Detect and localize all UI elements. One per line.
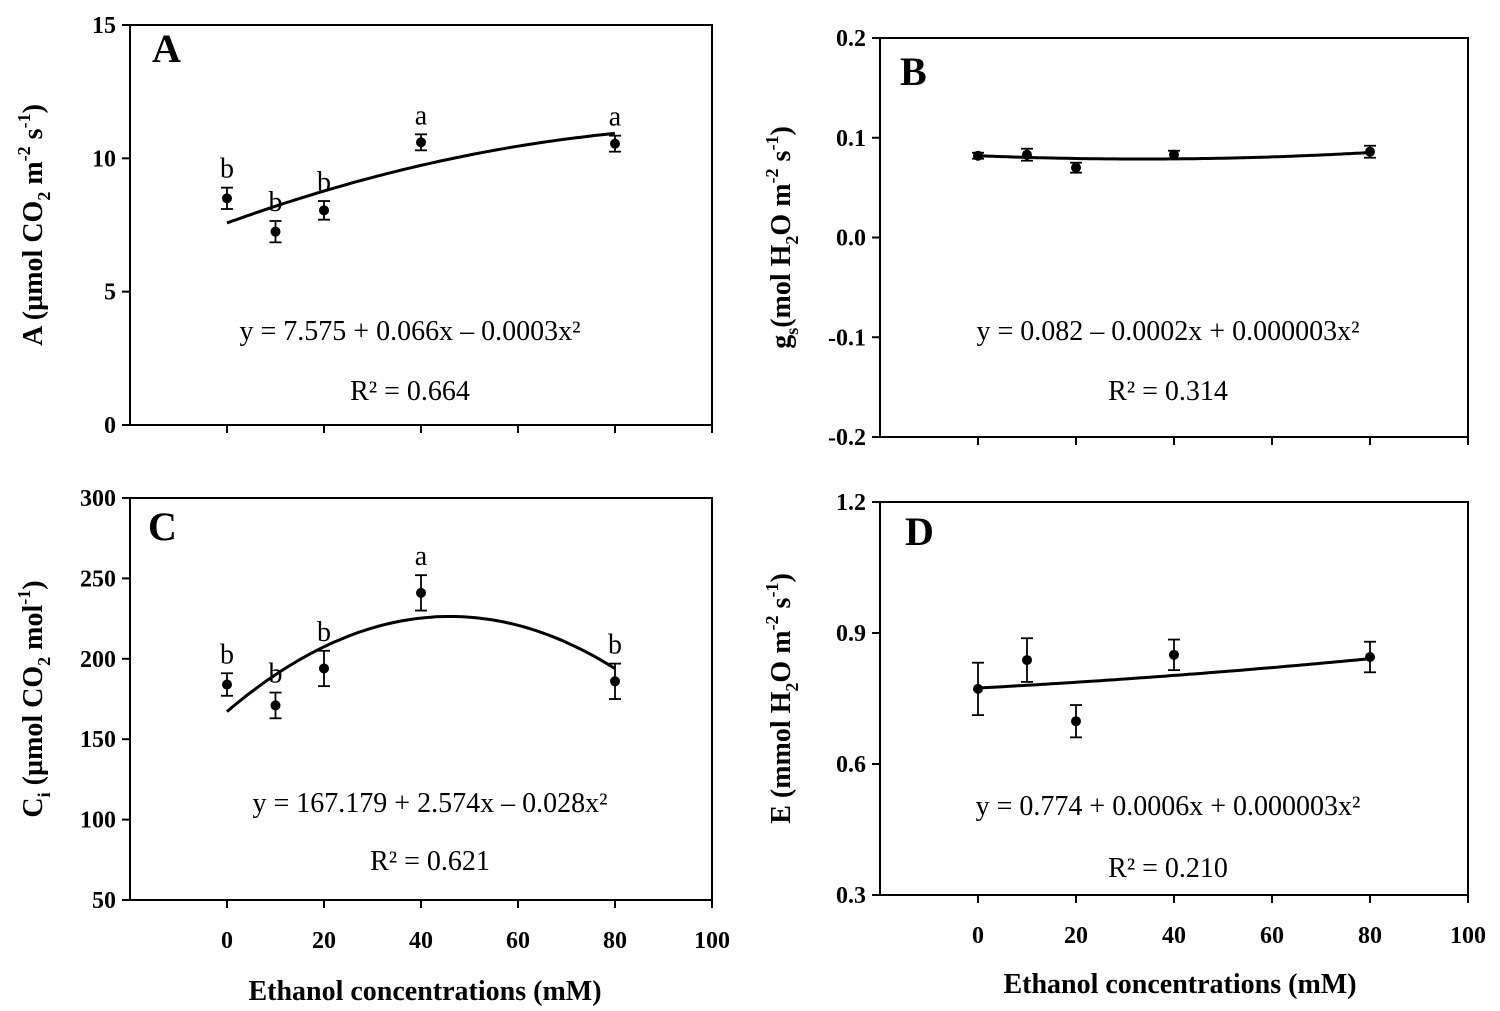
- y-tick-label-a: 10: [92, 146, 116, 172]
- y-tick-label-b: 0.2: [836, 26, 866, 52]
- data-point-c: [610, 676, 620, 687]
- data-point-b: [1022, 149, 1032, 160]
- r-squared-c: R² = 0.621: [370, 846, 490, 877]
- y-tick-label-a: 0: [104, 413, 116, 439]
- data-point-b: [1365, 146, 1375, 157]
- data-point-b: [1071, 162, 1081, 173]
- panel-a: 0 5 10 15 b b b a a Ay = 7.575 + 0.066x – 0.0003x…: [14, 13, 713, 439]
- data-point-a: [222, 193, 232, 204]
- y-tick-label-c: 150: [80, 727, 116, 753]
- data-point-d: [1365, 652, 1375, 663]
- data-point-d: [1071, 716, 1081, 727]
- r-squared-a: R² = 0.664: [350, 376, 470, 407]
- significance-letter-a: a: [609, 102, 622, 133]
- significance-letter-c: b: [317, 617, 331, 648]
- x-tick-label-c: 0: [221, 928, 233, 954]
- panel-label-b: B: [900, 49, 927, 94]
- panel-d: 0.3 0.6 0.9 1.2 0 20 40 60 80 100 Dy = 0.774 + 0.0…: [762, 490, 1486, 949]
- y-tick-label-d: 0.6: [836, 752, 866, 778]
- fit-curve-d: [977, 657, 1371, 690]
- x-tick-label-d: 20: [1064, 923, 1088, 949]
- y-tick-label-b: 0.1: [836, 126, 866, 152]
- y-tick-label-c: 100: [80, 808, 116, 834]
- x-axis-title-left: Ethanol concentrations (mM): [248, 976, 601, 1007]
- y-tick-label-c: 250: [80, 566, 116, 592]
- y-tick-label-a: 5: [104, 280, 116, 306]
- x-tick-label-c: 80: [603, 928, 627, 954]
- y-tick-label-c: 50: [92, 888, 116, 914]
- data-point-c: [270, 700, 281, 711]
- panel-c: 50 100 150 200 250 300 0 20 40 60 80 100 b b b a b Cy = 1…: [14, 486, 730, 954]
- fit-curve-c: [226, 615, 616, 713]
- plot-frame-a: [129, 24, 713, 426]
- significance-letter-c: a: [415, 541, 428, 572]
- y-tick-label-d: 1.2: [836, 490, 866, 516]
- data-point-a: [416, 137, 426, 148]
- y-tick-label-d: 0.3: [836, 883, 866, 909]
- r-squared-b: R² = 0.314: [1108, 376, 1228, 407]
- data-point-a: [270, 226, 281, 237]
- regression-equation-d: y = 0.774 + 0.0006x + 0.000003x²: [976, 791, 1361, 822]
- x-axis-title-right: Ethanol concentrations (mM): [1003, 969, 1356, 1000]
- data-point-a: [319, 205, 329, 216]
- data-point-c: [416, 587, 426, 598]
- data-point-c: [319, 663, 329, 674]
- data-point-d: [1169, 649, 1179, 660]
- panel-label-d: D: [905, 509, 934, 554]
- r-squared-d: R² = 0.210: [1108, 853, 1228, 884]
- data-point-a: [610, 138, 620, 149]
- significance-letter-a: a: [415, 100, 428, 131]
- y-tick-label-b: -0.2: [828, 425, 866, 451]
- x-tick-label-c: 20: [312, 928, 336, 954]
- y-axis-title-b: gs(mol H2O m-2 s-1): [762, 126, 802, 349]
- data-point-d: [973, 683, 983, 694]
- y-axis-title-c: Ci (µmol CO2 mol-1): [14, 580, 54, 817]
- x-tick-label-d: 100: [1450, 923, 1486, 949]
- fit-curve-a: [226, 131, 616, 225]
- y-axis-title-a: A (µmol CO2 m-2 s-1): [14, 104, 54, 346]
- panel-label-c: C: [148, 504, 177, 549]
- data-point-b: [973, 150, 983, 161]
- significance-letter-c: b: [608, 630, 622, 661]
- x-tick-label-d: 80: [1358, 923, 1382, 949]
- y-tick-label-a: 15: [92, 13, 116, 39]
- panel-b: -0.2 -0.1 0.0 0.1 0.2 By = 0.082 – 0.0002x + …: [762, 26, 1469, 451]
- significance-letter-a: b: [269, 187, 283, 218]
- x-tick-label-c: 60: [506, 928, 530, 954]
- x-tick-label-d: 40: [1162, 923, 1186, 949]
- regression-equation-c: y = 167.179 + 2.574x – 0.028x²: [253, 788, 608, 819]
- y-tick-label-d: 0.9: [836, 621, 866, 647]
- x-tick-label-c: 100: [694, 928, 730, 954]
- data-point-d: [1022, 655, 1032, 666]
- significance-letter-c: b: [269, 659, 283, 690]
- regression-equation-a: y = 7.575 + 0.066x – 0.0003x²: [240, 316, 581, 347]
- y-tick-label-b: 0.0: [836, 226, 866, 252]
- significance-letter-c: b: [220, 639, 234, 670]
- plot-frame-d: [879, 501, 1469, 896]
- data-point-b: [1169, 149, 1179, 160]
- panel-label-a: A: [152, 26, 181, 71]
- regression-equation-b: y = 0.082 – 0.0002x + 0.000003x²: [977, 316, 1360, 347]
- y-axis-title-d: E (mmol H2O m-2 s-1): [762, 573, 802, 824]
- x-tick-label-c: 40: [409, 928, 433, 954]
- y-tick-label-c: 200: [80, 647, 116, 673]
- x-tick-label-d: 0: [972, 923, 984, 949]
- significance-letter-a: b: [317, 167, 331, 198]
- data-point-c: [222, 679, 232, 690]
- x-tick-label-d: 60: [1260, 923, 1284, 949]
- significance-letter-a: b: [220, 154, 234, 185]
- y-tick-label-b: -0.1: [828, 325, 866, 351]
- y-tick-label-c: 300: [80, 486, 116, 512]
